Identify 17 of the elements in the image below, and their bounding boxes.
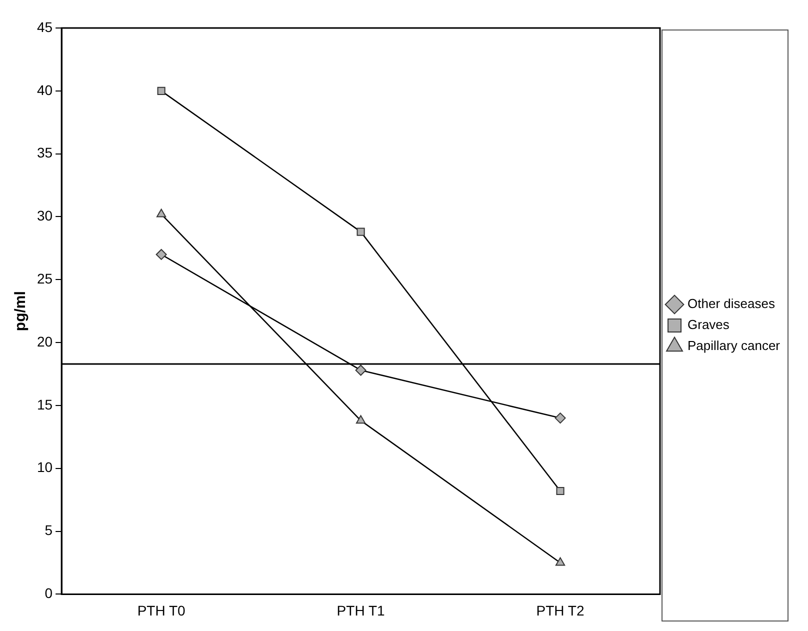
- y-tick-label: 5: [44, 522, 53, 538]
- legend-label: Graves: [688, 317, 730, 332]
- y-tick-label: 0: [44, 585, 53, 602]
- y-tick-label: 45: [36, 18, 53, 35]
- y-tick-label: 40: [36, 82, 53, 98]
- y-tick-label: 10: [36, 459, 53, 476]
- y-tick-label: 30: [36, 208, 53, 224]
- y-tick-label: 20: [36, 333, 53, 350]
- x-tick-label: PTH T0: [137, 602, 186, 618]
- legend-label: Other diseases: [688, 296, 776, 312]
- x-tick-label: PTH T2: [536, 602, 584, 618]
- y-tick-label: 35: [36, 144, 53, 161]
- y-tick-label: 15: [36, 396, 53, 412]
- y-tick-label: 25: [36, 270, 53, 287]
- y-axis-title: pg/ml: [12, 291, 30, 332]
- x-tick-label: PTH T1: [336, 602, 385, 618]
- legend-label: Papillary cancer: [688, 338, 781, 354]
